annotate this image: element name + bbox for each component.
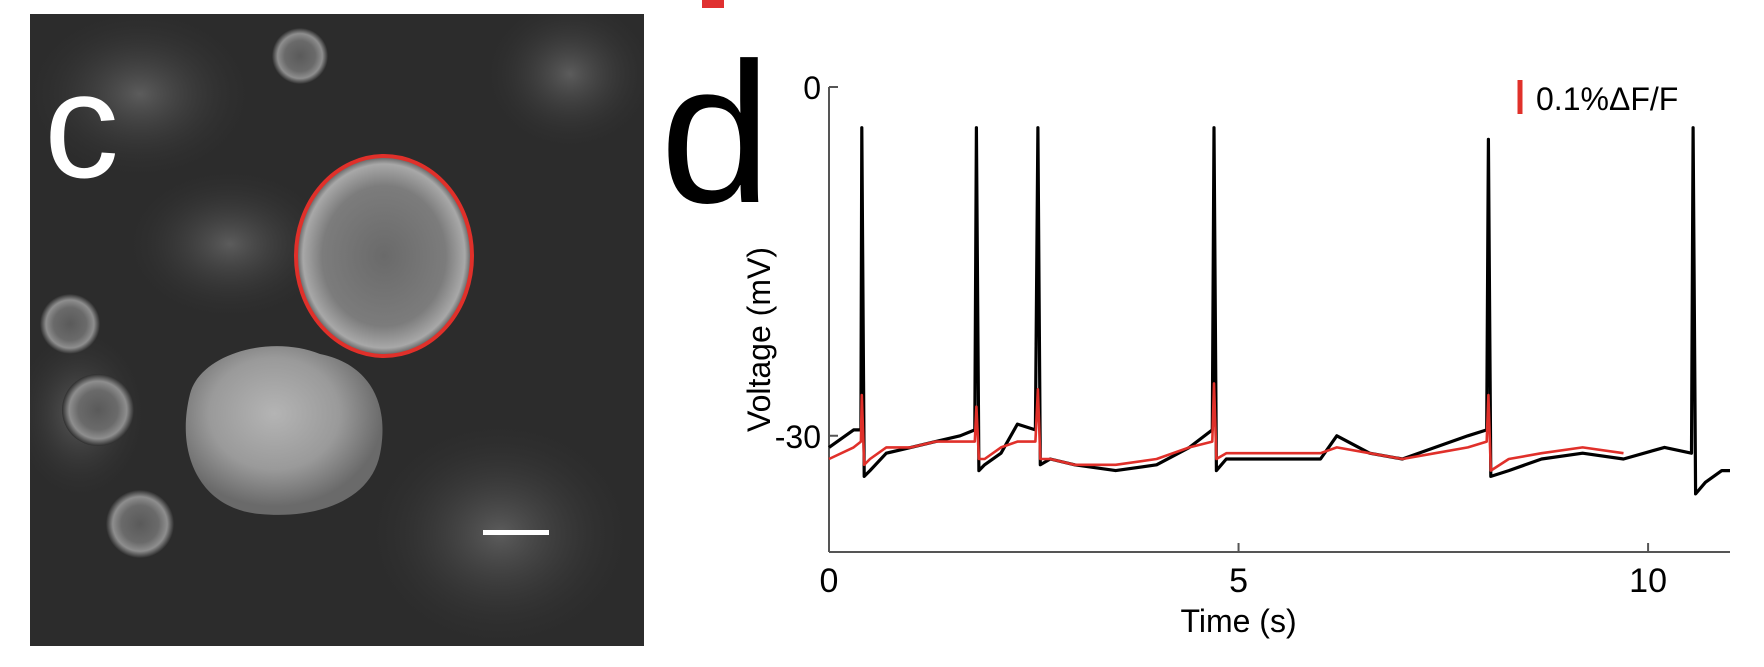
cropped-red-mark [702,0,724,8]
small-cell [272,28,328,84]
micrograph-image [30,14,644,646]
x-tick-label: 5 [1229,562,1248,600]
bright-cell [185,346,383,515]
y-tick-label: 0 [803,70,821,106]
small-cell [106,490,174,558]
y-tick-label: -30 [775,419,821,455]
background-blob [120,164,340,324]
micrograph-panel: c [30,14,644,646]
y-axis-label: Voltage (mV) [741,247,777,432]
scale-bar [483,530,549,535]
target-cell [296,156,472,356]
background-blob [480,14,644,154]
small-cell [62,374,134,446]
background-blob [30,14,260,184]
x-tick-label: 0 [820,562,839,600]
panel-label-c: c [44,41,119,209]
legend-label: 0.1%ΔF/F [1536,81,1678,117]
panel-label-d: d [660,22,772,245]
fluorescence-trace [828,382,1624,472]
voltage-trace [828,126,1730,496]
cell-outline [294,154,474,358]
x-tick-label: 10 [1629,562,1667,600]
x-axis-label: Time (s) [1180,603,1296,639]
small-cell [40,294,100,354]
